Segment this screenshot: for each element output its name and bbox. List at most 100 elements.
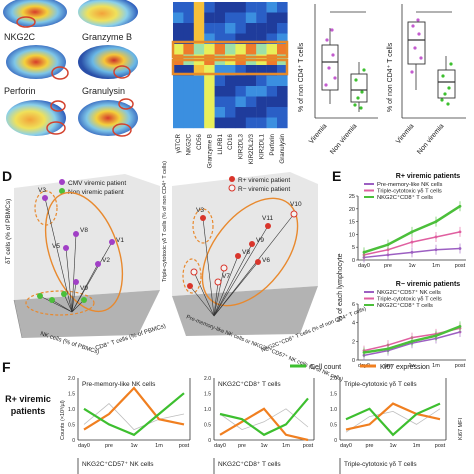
heatmap-cell xyxy=(266,23,278,34)
x-tick-label: 1w xyxy=(408,263,415,269)
point-label: V8 xyxy=(242,249,250,256)
boxplot-y-label: % of non CD4⁺ T cells xyxy=(387,42,394,112)
series-point xyxy=(458,247,462,250)
heatmap-cell xyxy=(204,86,215,97)
heatmap-cell xyxy=(173,86,184,97)
heatmap-cell xyxy=(245,75,257,87)
heatmap-cell xyxy=(173,65,184,76)
heatmap-cell xyxy=(204,107,215,118)
legend-label: NKG2C⁺CD8⁺ T cells xyxy=(377,302,433,309)
heatmap-cell xyxy=(214,117,226,129)
heatmap-marker-label: Granulysin xyxy=(279,133,286,163)
heatmap-cell xyxy=(245,96,257,108)
legend-marker-r-plus xyxy=(229,176,235,182)
heatmap-cell xyxy=(173,117,184,129)
subplot-title: Triple-cytotoxic γδ T cells xyxy=(344,381,417,388)
y-tick-label: 0 xyxy=(352,258,355,264)
x-tick-label: day0 xyxy=(214,443,226,449)
heatmap-cell xyxy=(173,75,184,87)
heatmap-cell xyxy=(225,117,236,129)
heatmap-cell xyxy=(245,44,257,55)
ki67-line xyxy=(219,407,309,442)
tsne-highlight-circle xyxy=(16,16,36,28)
panel-label-f: F xyxy=(2,359,11,375)
subplot-title: NKG2C⁺CD8⁺ T cells xyxy=(218,381,281,388)
heatmap-cell xyxy=(225,44,236,55)
heatmap-cell xyxy=(245,117,257,129)
r-minus-cluster-circle xyxy=(182,258,202,294)
r-plus-cluster-ellipse xyxy=(201,197,299,307)
tsne-highlight-circle xyxy=(113,65,131,79)
heatmap-cell xyxy=(183,96,194,108)
x-tick-label: post xyxy=(455,263,466,269)
heatmap-cell xyxy=(266,86,278,97)
left-tick-label: 0.5 xyxy=(204,423,211,429)
heatmap-cell xyxy=(277,2,288,13)
ki67-line xyxy=(83,386,185,431)
legend-label: Triple-cytotoxic γδ T cells xyxy=(377,189,442,195)
series-point xyxy=(458,204,462,208)
series-point xyxy=(434,334,438,338)
legend-non-viremic: Non viremic patient xyxy=(68,189,124,196)
heatmap-cell xyxy=(235,12,246,24)
x-tick-label: pre xyxy=(105,443,113,449)
e-y-axis-label: % of each lymphocyte xyxy=(337,253,344,322)
heatmap-cell xyxy=(193,65,205,76)
heatmap-cell xyxy=(193,23,205,34)
panel-label-d: D xyxy=(2,168,12,184)
series-point xyxy=(458,230,462,234)
f-y-axis-right-label: Ki67 MFI xyxy=(458,418,464,440)
subplot-title: Pre-memory-like NK cells xyxy=(82,381,156,388)
heatmap-cell xyxy=(256,65,267,76)
left-tick-label: 0.5 xyxy=(68,423,75,429)
heatmap-highlight-row xyxy=(171,58,289,76)
x-tick-label: 1m xyxy=(432,263,440,269)
legend-label: Pre-memory-like NK cells xyxy=(377,182,442,188)
panel-c: % of non CD4⁺ T cells Viremia Non viremi… xyxy=(298,4,466,156)
x-tick-label: post xyxy=(435,443,446,449)
left-tick-label: 1.0 xyxy=(330,407,337,413)
heatmap-marker-label: CD16 xyxy=(227,133,234,149)
heatmap-cell xyxy=(183,75,194,87)
series-point xyxy=(434,248,438,252)
bottom-subplot-title: NKG2C⁺CD8⁺ T cells xyxy=(218,461,281,468)
x-tick-label: 1m xyxy=(155,443,163,449)
category-non-viremia: Non viremia xyxy=(416,123,445,156)
cell-count-line xyxy=(83,392,185,437)
heatmap-marker-label: KIR2DL1 xyxy=(258,133,265,159)
heatmap-cell xyxy=(193,12,205,24)
heatmap-cell xyxy=(193,75,205,87)
heatmap-cell xyxy=(183,86,194,97)
tsne-highlight-circle xyxy=(46,121,66,135)
dual-axis-plots: Pre-memory-like NK cells 0 0.5 1.0 1.5 2.0 day… xyxy=(60,376,464,474)
heatmap-cell xyxy=(204,2,215,13)
series-point xyxy=(386,243,390,247)
tsne-label-nkg2c: NKG2C xyxy=(4,32,36,42)
heatmap-cell xyxy=(183,107,194,118)
heatmap-cell xyxy=(256,86,267,97)
y-tick-label: 0 xyxy=(352,358,355,364)
heatmap-cell xyxy=(235,96,246,108)
legend-label: NKG2C⁺CD8⁺ T cells xyxy=(377,194,433,201)
dashed-cluster-circle xyxy=(192,208,214,244)
y-tick-label: 25 xyxy=(349,194,355,200)
legend-marker-r-minus xyxy=(228,184,236,192)
heatmap-cell xyxy=(225,75,236,87)
non-viremic-cluster-ellipse xyxy=(25,290,95,316)
ki67-line xyxy=(345,402,441,431)
side-label-r-plus-2: patients xyxy=(11,406,46,416)
heatmap-cell xyxy=(204,44,215,55)
point-label: V7 xyxy=(222,273,230,280)
heatmap-marker-labels: γδTCR NKG2C CD56 Granzyme B LILRB1 CD16 KIR2DL… xyxy=(175,133,286,168)
heatmap-cell xyxy=(214,44,226,55)
heatmap-cell xyxy=(235,33,246,45)
panel-label-e: E xyxy=(332,168,341,184)
heatmap-cell xyxy=(256,33,267,45)
heatmap-cell xyxy=(183,44,194,55)
tsne-map-granulysin xyxy=(78,100,138,136)
series-point xyxy=(386,248,390,252)
heatmap-cell xyxy=(225,33,236,45)
y-tick-label: 2 xyxy=(352,339,355,345)
tsne-highlight-circle xyxy=(51,66,69,80)
